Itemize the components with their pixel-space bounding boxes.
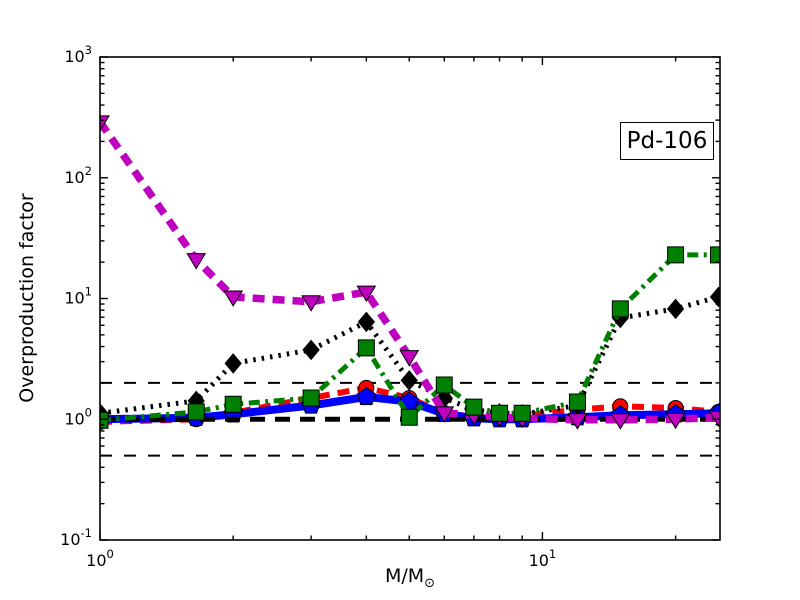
x-axis-label: M/M⊙	[100, 565, 720, 591]
marker-square	[667, 246, 685, 264]
marker-diamond	[666, 298, 685, 320]
y-tick-label: 102	[64, 164, 92, 187]
annotation-box: Pd-106	[620, 122, 714, 160]
marker-triangle-down	[223, 290, 244, 307]
sun-symbol: ⊙	[424, 576, 436, 591]
marker-triangle-down	[665, 412, 686, 430]
marker-square	[568, 393, 586, 411]
y-tick-label: 103	[64, 43, 92, 66]
marker-square	[435, 376, 453, 394]
x-tick-label: 101	[529, 547, 557, 570]
marker-triangle-down	[186, 253, 207, 270]
series-green-dashdot-squares-markers	[100, 246, 720, 429]
series-black-dotted-diamonds-line	[100, 294, 720, 417]
marker-square	[224, 395, 242, 413]
y-axis-label: Overproduction factor	[16, 193, 38, 403]
marker-diamond	[357, 311, 376, 333]
annotation-text: Pd-106	[626, 128, 708, 154]
x-axis-label-text: M/M	[384, 565, 425, 587]
plot-area	[100, 115, 720, 457]
marker-square	[187, 403, 205, 421]
marker-square	[357, 339, 375, 357]
marker-diamond	[400, 370, 418, 391]
marker-diamond	[224, 353, 242, 374]
y-tick-label: 100	[64, 405, 92, 428]
marker-diamond	[709, 286, 720, 308]
marker-triangle-down	[434, 406, 455, 423]
axis-ticks	[99, 56, 720, 541]
marker-square	[513, 404, 531, 422]
marker-diamond	[302, 339, 320, 361]
x-tick-label: 100	[86, 547, 114, 570]
marker-square	[400, 408, 418, 426]
marker-pentagon	[356, 386, 376, 406]
marker-triangle-down	[356, 285, 377, 303]
marker-triangle-down	[567, 413, 588, 430]
marker-triangle-down	[610, 413, 631, 430]
marker-square	[709, 246, 720, 264]
marker-triangle-down	[399, 350, 420, 367]
y-tick-label: 101	[64, 285, 92, 308]
y-tick-label: 10-1	[60, 526, 92, 549]
marker-square	[465, 398, 483, 416]
series-green-dashdot-squares-line	[100, 252, 719, 423]
marker-triangle-down	[301, 295, 321, 312]
marker-square	[491, 404, 509, 422]
series-green-dashdot-squares	[100, 246, 720, 429]
marker-square	[611, 300, 629, 318]
marker-square	[302, 389, 320, 407]
series-magenta-dashed-triangles-line	[100, 119, 719, 424]
